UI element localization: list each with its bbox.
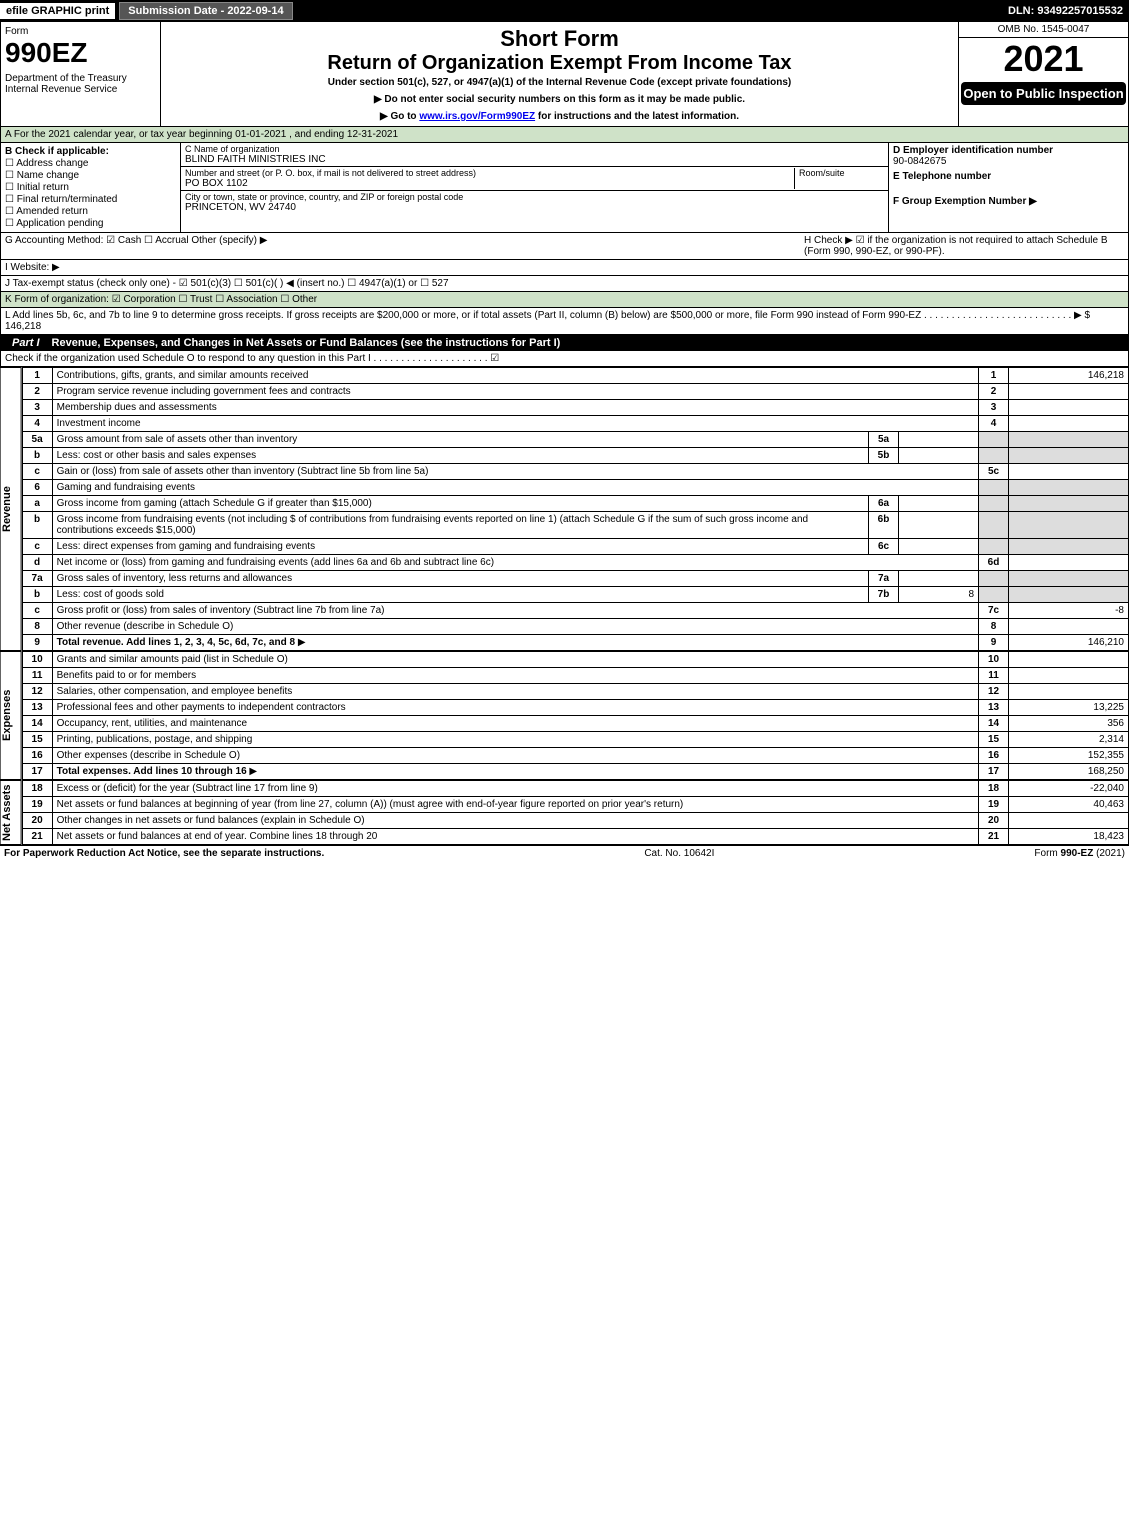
c-street-label: Number and street (or P. O. box, if mail… — [185, 168, 794, 178]
line-g: G Accounting Method: ☑ Cash ☐ Accrual Ot… — [5, 235, 804, 257]
chk-address-change[interactable]: ☐ Address change — [5, 158, 176, 169]
line-i: I Website: ▶ — [5, 262, 1124, 273]
part1-title-text: Revenue, Expenses, and Changes in Net As… — [52, 337, 561, 349]
line-k: K Form of organization: ☑ Corporation ☐ … — [5, 294, 1124, 305]
part1-check: Check if the organization used Schedule … — [0, 351, 1129, 367]
footer-right: Form 990-EZ (2021) — [1034, 848, 1125, 859]
line-19: 19Net assets or fund balances at beginni… — [22, 797, 1128, 813]
line-20: 20Other changes in net assets or fund ba… — [22, 813, 1128, 829]
line-8: 8Other revenue (describe in Schedule O)8 — [22, 619, 1128, 635]
note-goto: ▶ Go to www.irs.gov/Form990EZ for instru… — [165, 111, 954, 122]
b-label: B Check if applicable: — [5, 146, 176, 157]
line-12: 12Salaries, other compensation, and empl… — [22, 684, 1128, 700]
line-18: 18Excess or (deficit) for the year (Subt… — [22, 781, 1128, 797]
revenue-sidebar: Revenue — [0, 367, 22, 651]
footer-catno: Cat. No. 10642I — [644, 848, 714, 859]
line-11: 11Benefits paid to or for members11 — [22, 668, 1128, 684]
expenses-block: Expenses 10Grants and similar amounts pa… — [0, 651, 1129, 780]
line-3: 3Membership dues and assessments3 — [22, 400, 1128, 416]
line-2: 2Program service revenue including gover… — [22, 384, 1128, 400]
line-7b: bLess: cost of goods sold7b8 — [22, 587, 1128, 603]
net-assets-block: Net Assets 18Excess or (deficit) for the… — [0, 780, 1129, 845]
line-9: 9Total revenue. Add lines 1, 2, 3, 4, 5c… — [22, 635, 1128, 651]
form-label: Form — [5, 26, 156, 37]
top-bar: efile GRAPHIC print Submission Date - 20… — [0, 0, 1129, 22]
line-7a: 7aGross sales of inventory, less returns… — [22, 571, 1128, 587]
line-l: L Add lines 5b, 6c, and 7b to line 9 to … — [5, 310, 1124, 332]
line-14: 14Occupancy, rent, utilities, and mainte… — [22, 716, 1128, 732]
form-header: Form 990EZ Department of the Treasury In… — [0, 22, 1129, 127]
d-ein-label: D Employer identification number — [893, 145, 1124, 156]
irs-link[interactable]: www.irs.gov/Form990EZ — [419, 111, 535, 122]
ein-value: 90-0842675 — [893, 156, 1124, 167]
chk-application-pending[interactable]: ☐ Application pending — [5, 218, 176, 229]
omb-number: OMB No. 1545-0047 — [959, 22, 1128, 38]
open-to-public: Open to Public Inspection — [961, 82, 1126, 105]
org-name: BLIND FAITH MINISTRIES INC — [185, 154, 884, 165]
revenue-table: 1Contributions, gifts, grants, and simil… — [22, 367, 1129, 651]
line-5a: 5aGross amount from sale of assets other… — [22, 432, 1128, 448]
section-c: C Name of organization BLIND FAITH MINIS… — [181, 143, 888, 232]
page-footer: For Paperwork Reduction Act Notice, see … — [0, 845, 1129, 861]
short-form-title: Short Form — [165, 26, 954, 52]
line-j: J Tax-exempt status (check only one) - ☑… — [5, 278, 1124, 289]
header-right: OMB No. 1545-0047 2021 Open to Public In… — [958, 22, 1128, 126]
f-group-label: F Group Exemption Number ▶ — [893, 196, 1124, 207]
header-left: Form 990EZ Department of the Treasury In… — [1, 22, 161, 126]
chk-amended-return[interactable]: ☐ Amended return — [5, 206, 176, 217]
return-title: Return of Organization Exempt From Incom… — [165, 52, 954, 75]
chk-initial-return[interactable]: ☐ Initial return — [5, 182, 176, 193]
submission-date-button[interactable]: Submission Date - 2022-09-14 — [119, 2, 292, 20]
line-6c: cLess: direct expenses from gaming and f… — [22, 539, 1128, 555]
net-assets-table: 18Excess or (deficit) for the year (Subt… — [22, 780, 1129, 845]
chk-name-change[interactable]: ☐ Name change — [5, 170, 176, 181]
line-17: 17Total expenses. Add lines 10 through 1… — [22, 764, 1128, 780]
revenue-block: Revenue 1Contributions, gifts, grants, a… — [0, 367, 1129, 651]
line-6a: aGross income from gaming (attach Schedu… — [22, 496, 1128, 512]
footer-left: For Paperwork Reduction Act Notice, see … — [4, 848, 324, 859]
room-label: Room/suite — [799, 168, 884, 178]
section-a: A For the 2021 calendar year, or tax yea… — [0, 127, 1129, 143]
note-ssn: ▶ Do not enter social security numbers o… — [165, 94, 954, 105]
dept-label: Department of the Treasury Internal Reve… — [5, 73, 156, 95]
line-6d: dNet income or (loss) from gaming and fu… — [22, 555, 1128, 571]
line-7c: cGross profit or (loss) from sales of in… — [22, 603, 1128, 619]
line-h: H Check ▶ ☑ if the organization is not r… — [804, 235, 1124, 257]
line-13: 13Professional fees and other payments t… — [22, 700, 1128, 716]
line-6b: bGross income from fundraising events (n… — [22, 512, 1128, 539]
line-5b: bLess: cost or other basis and sales exp… — [22, 448, 1128, 464]
expenses-table: 10Grants and similar amounts paid (list … — [22, 651, 1129, 780]
c-city-label: City or town, state or province, country… — [185, 192, 884, 202]
c-name-label: C Name of organization — [185, 144, 884, 154]
section-b: B Check if applicable: ☐ Address change … — [1, 143, 181, 232]
part1-label: Part I — [6, 337, 46, 349]
dln-label: DLN: 93492257015532 — [1008, 5, 1129, 17]
tax-year: 2021 — [959, 38, 1128, 80]
org-street: PO BOX 1102 — [185, 178, 794, 189]
part1-header: Part I Revenue, Expenses, and Changes in… — [0, 335, 1129, 351]
form-number: 990EZ — [5, 37, 156, 69]
line-10: 10Grants and similar amounts paid (list … — [22, 652, 1128, 668]
info-rows: G Accounting Method: ☑ Cash ☐ Accrual Ot… — [0, 233, 1129, 335]
line-15: 15Printing, publications, postage, and s… — [22, 732, 1128, 748]
efile-button[interactable]: efile GRAPHIC print — [0, 3, 115, 19]
line-4: 4Investment income4 — [22, 416, 1128, 432]
line-5c: cGain or (loss) from sale of assets othe… — [22, 464, 1128, 480]
line-6: 6Gaming and fundraising events — [22, 480, 1128, 496]
expenses-sidebar: Expenses — [0, 651, 22, 780]
line-16: 16Other expenses (describe in Schedule O… — [22, 748, 1128, 764]
section-def: D Employer identification number 90-0842… — [888, 143, 1128, 232]
line-1: 1Contributions, gifts, grants, and simil… — [22, 368, 1128, 384]
section-bcdef: B Check if applicable: ☐ Address change … — [0, 143, 1129, 233]
header-mid: Short Form Return of Organization Exempt… — [161, 22, 958, 126]
net-assets-sidebar: Net Assets — [0, 780, 22, 845]
e-tel-label: E Telephone number — [893, 171, 1124, 182]
subtitle: Under section 501(c), 527, or 4947(a)(1)… — [165, 77, 954, 88]
line-21: 21Net assets or fund balances at end of … — [22, 829, 1128, 845]
org-city: PRINCETON, WV 24740 — [185, 202, 884, 213]
chk-final-return[interactable]: ☐ Final return/terminated — [5, 194, 176, 205]
